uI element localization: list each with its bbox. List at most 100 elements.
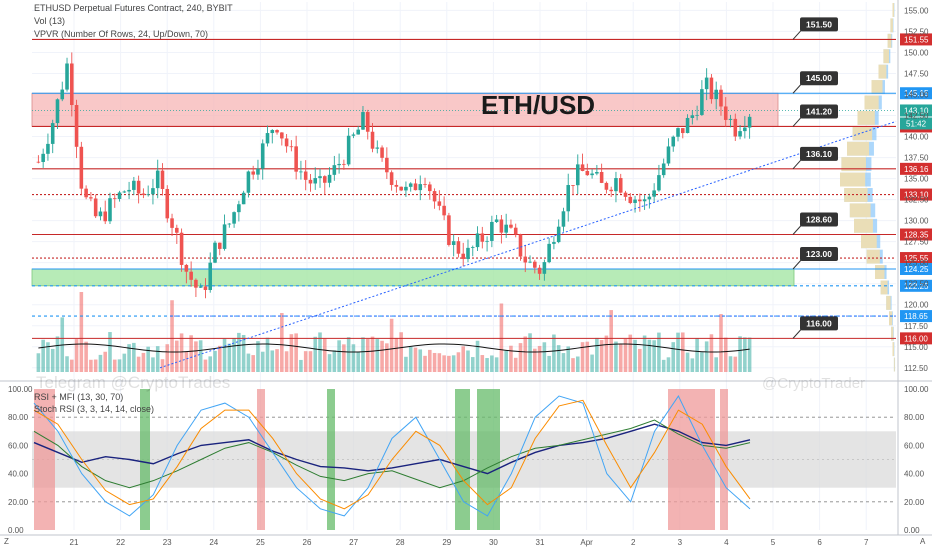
candle-body: [55, 99, 60, 124]
volume-bar: [375, 339, 380, 372]
candle-body: [327, 174, 332, 183]
candle-body: [518, 234, 523, 257]
candle-body: [227, 223, 232, 225]
candle-body: [408, 183, 413, 187]
time-tick: Apr: [580, 538, 593, 547]
candle-body: [337, 163, 341, 166]
volume-bar: [404, 356, 408, 372]
volume-bar: [122, 353, 127, 372]
candle-body: [84, 188, 88, 198]
candle-body: [428, 184, 432, 192]
candle-body: [685, 117, 690, 134]
candle-body: [432, 191, 437, 202]
volume-bar: [165, 344, 170, 372]
corner-right: A: [920, 537, 926, 546]
volume-bar: [203, 359, 208, 372]
volume-bar: [189, 335, 193, 372]
volume-bar: [647, 339, 652, 372]
candle-body: [418, 184, 423, 191]
callout-leader: [792, 116, 803, 127]
osc-highlight: [34, 389, 55, 530]
price-tick: 122.50: [904, 280, 929, 289]
volume-bar: [208, 356, 213, 372]
candle-body: [93, 198, 98, 217]
volume-bar: [98, 354, 103, 372]
time-tick: 31: [536, 538, 545, 547]
price-tag-label: 125.55: [904, 254, 929, 263]
ascending-trendline: [159, 120, 897, 369]
volume-bar: [256, 341, 260, 372]
volume-bar: [108, 332, 112, 372]
volume-bar: [93, 359, 98, 372]
candle-body: [700, 89, 704, 115]
price-tick: 152.50: [904, 27, 929, 36]
volume-bar: [533, 348, 537, 372]
candle-body: [151, 188, 155, 195]
price-tag-label: 122.25: [904, 282, 929, 291]
candle-body: [714, 89, 718, 100]
candle-body: [365, 112, 370, 132]
price-tag: [900, 262, 932, 275]
volume-bar: [466, 350, 470, 372]
candle-body: [222, 224, 227, 249]
volume-bar: [599, 340, 604, 372]
candle-body: [308, 179, 313, 184]
price-tick: 115.00: [904, 343, 928, 352]
volume-bar: [638, 348, 642, 372]
candle-body: [561, 211, 566, 227]
volume-bar: [132, 342, 136, 372]
candle-body: [490, 221, 494, 241]
volume-bar: [70, 359, 74, 372]
candle-body: [175, 227, 179, 233]
volume-bar: [513, 357, 518, 372]
price-tick: 112.50: [904, 364, 928, 373]
volume-bar: [184, 351, 189, 372]
volume-bar: [323, 338, 327, 372]
candle-body: [79, 146, 84, 189]
volume-bar: [146, 346, 150, 372]
candle-body: [160, 170, 165, 189]
price-tick: 155.00: [904, 6, 929, 15]
volume-bar: [428, 349, 432, 372]
vpvr-row-down: [847, 141, 870, 156]
countdown-label: 51:42: [906, 119, 927, 128]
candle-body: [332, 165, 337, 175]
volume-bar: [418, 349, 423, 372]
candle-body: [217, 242, 222, 249]
candle-body: [542, 262, 547, 274]
volume-bar: [103, 351, 107, 372]
volume-bar: [475, 340, 480, 372]
price-tag: [900, 87, 932, 100]
volume-bar: [361, 337, 365, 372]
candle-body: [155, 170, 160, 189]
candle-body: [461, 253, 465, 259]
callout-box: [800, 17, 838, 32]
price-tick: 135.00: [904, 175, 929, 184]
time-tick: 26: [303, 538, 312, 547]
price-tag-label: 124.25: [904, 265, 929, 274]
volume-bar: [609, 310, 613, 372]
candle-body: [136, 180, 141, 194]
volume-bar: [117, 359, 122, 372]
candle-body: [456, 241, 461, 254]
volume-bar: [36, 353, 41, 372]
vpvr-row-down: [893, 357, 895, 372]
vpvr-row-down: [864, 95, 879, 110]
osc-tick: 80.00: [904, 413, 925, 422]
candle-body: [346, 135, 351, 165]
vpvr-row-down: [878, 64, 887, 79]
level-callouts: 151.50 145.00 141.20 136.10 128.60 123.00 116.…: [792, 17, 838, 339]
volume-bar: [723, 337, 728, 372]
candle-body: [289, 146, 294, 148]
callout-label: 116.00: [806, 318, 832, 328]
candle-body: [122, 191, 127, 193]
candle-body: [723, 106, 728, 120]
volume-bar: [614, 341, 618, 372]
volume-bar: [585, 341, 590, 372]
volume-bar: [657, 332, 661, 372]
volume-bar: [284, 351, 289, 372]
volume-bar: [566, 346, 571, 372]
candle-body: [743, 127, 747, 132]
osc-highlight: [668, 389, 715, 530]
